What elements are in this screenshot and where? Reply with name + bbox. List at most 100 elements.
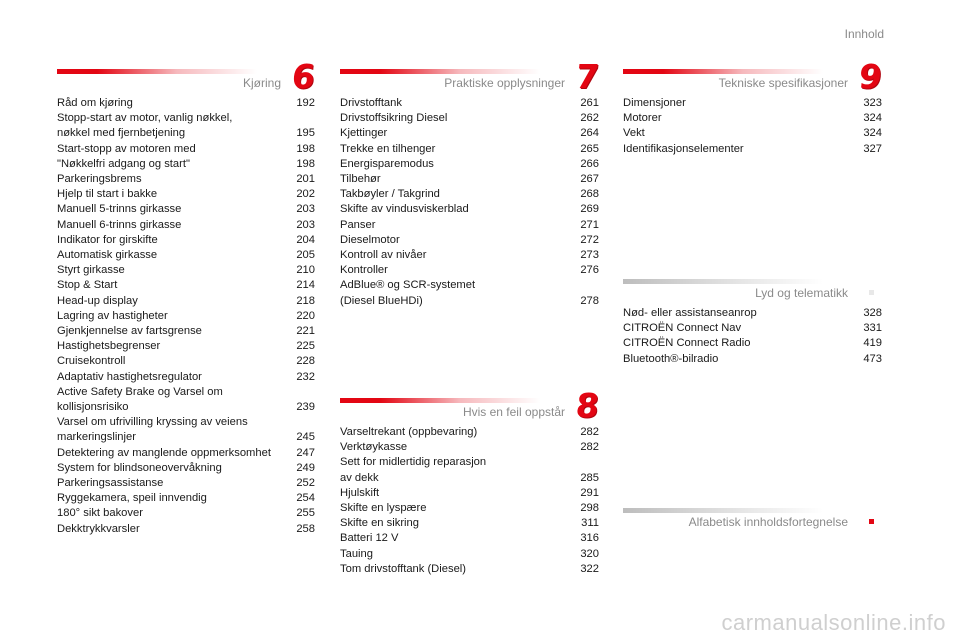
toc-entry-label: Stopp-start av motor, vanlig nøkkel, nøk… (57, 112, 233, 140)
toc-entry[interactable]: Kjettinger 264 (340, 126, 599, 141)
toc-entry[interactable]: Identifikasjonselementer 327 (623, 142, 882, 157)
toc-entry[interactable]: Varsel om ufrivilling kryssing av veiens… (57, 415, 315, 445)
toc-entry[interactable]: Start-stopp av motoren med 198 (57, 142, 315, 157)
toc-entry[interactable]: Kontroll av nivåer 273 (340, 248, 599, 263)
toc-entry-label: Active Safety Brake og Varsel om kollisj… (57, 385, 223, 414)
toc-entry-page: 473 (863, 352, 882, 365)
toc-entry[interactable]: Energisparemodus 266 (340, 157, 599, 172)
toc-entry[interactable]: Råd om kjøring 192 (57, 96, 315, 111)
toc-entry[interactable]: Dimensjoner 323 (623, 96, 882, 111)
toc-entry[interactable]: Hastighetsbegrenser 225 (57, 339, 315, 354)
toc-entry-label: Energisparemodus (340, 157, 434, 170)
toc-entry-page: 311 (581, 517, 599, 530)
section-title[interactable]: Lyd og telematikk (755, 286, 848, 300)
toc-entry-label: Adaptativ hastighetsregulator (57, 370, 202, 383)
toc-entry[interactable]: Vekt 324 (623, 126, 882, 141)
toc-entry[interactable]: Cruisekontroll 228 (57, 354, 315, 369)
toc-entry[interactable]: Hjulskift 291 (340, 486, 599, 501)
toc-entry-page: 282 (580, 441, 599, 454)
toc-entry[interactable]: Styrt girkasse 210 (57, 263, 315, 278)
section-accent-bar (623, 69, 823, 74)
toc-entry-page: 282 (580, 426, 599, 438)
toc-entry-label: Panser (340, 218, 376, 231)
toc-entry-label: Start-stopp av motoren med (57, 142, 196, 155)
watermark: carmanualsonline.info (721, 610, 946, 635)
toc-entry-label: Indikator for girskifte (57, 233, 158, 246)
toc-entry[interactable]: CITROËN Connect Radio 419 (623, 336, 882, 351)
toc-entry-label: Kjettinger (340, 127, 388, 140)
toc-entry[interactable]: Sett for midlertidig reparasjon av dekk 2… (340, 455, 599, 485)
section-title[interactable]: Tekniske spesifikasjoner (718, 76, 848, 90)
toc-entry-label: Skifte av vindusviskerblad (340, 203, 469, 216)
toc-entry[interactable]: CITROËN Connect Nav 331 (623, 321, 882, 336)
toc-list: Varseltrekant (oppbevaring) 282 Verktøykas… (340, 425, 599, 577)
toc-entry[interactable]: Skifte en sikring 311 (340, 516, 599, 531)
toc-entry[interactable]: Dekktrykkvarsler 258 (57, 522, 315, 537)
toc-entry[interactable]: Drivstofftank 261 (340, 96, 599, 111)
toc-entry[interactable]: Dieselmotor 272 (340, 233, 599, 248)
toc-entry[interactable]: Drivstoffsikring Diesel 262 (340, 111, 599, 126)
toc-entry-page: 272 (580, 233, 599, 246)
toc-entry[interactable]: Automatisk girkasse 205 (57, 248, 315, 263)
toc-entry[interactable]: Manuell 6-trinns girkasse 203 (57, 218, 315, 233)
toc-entry[interactable]: Gjenkjennelse av fartsgrense 221 (57, 324, 315, 339)
section-title[interactable]: Kjøring (242, 76, 281, 90)
section-alfabetisk: Alfabetisk innholdsfortegnelse (623, 505, 882, 535)
toc-entry[interactable]: Detektering av manglende oppmerksomhet 24… (57, 446, 315, 461)
toc-entry[interactable]: Verktøykasse 282 (340, 440, 599, 455)
toc-entry[interactable]: Lagring av hastigheter 220 (57, 309, 315, 324)
toc-entry[interactable]: Skifte en lyspære 298 (340, 501, 599, 516)
section-number: 9 (856, 57, 885, 96)
toc-entry[interactable]: Parkeringsassistanse 252 (57, 476, 315, 491)
toc-entry[interactable]: Tilbehør 267 (340, 172, 599, 187)
toc-entry[interactable]: Trekke en tilhenger 265 (340, 142, 599, 157)
toc-entry[interactable]: Nød- eller assistanseanrop 328 (623, 306, 882, 321)
toc-entry-label: Vekt (623, 127, 645, 140)
section-title[interactable]: Alfabetisk innholdsfortegnelse (688, 515, 848, 529)
section-title[interactable]: Hvis en feil oppstår (462, 405, 565, 419)
toc-entry[interactable]: Head-up display 218 (57, 294, 315, 309)
toc-entry[interactable]: Kontroller 276 (340, 263, 599, 278)
toc-entry[interactable]: Indikator for girskifte 204 (57, 233, 315, 248)
toc-entry-label: Parkeringsbrems (57, 173, 142, 186)
toc-entry-label: Stop & Start (57, 279, 118, 292)
toc-entry[interactable]: Ryggekamera, speil innvendig 254 (57, 491, 315, 506)
section-title[interactable]: Praktiske opplysninger (444, 76, 565, 90)
toc-entry[interactable]: Parkeringsbrems 201 (57, 172, 315, 187)
toc-entry[interactable]: Active Safety Brake og Varsel om kollisj… (57, 385, 315, 415)
toc-entry[interactable]: Tauing 320 (340, 547, 599, 562)
toc-entry[interactable]: Batteri 12 V 316 (340, 531, 599, 546)
top-link-innhold[interactable]: Innhold (844, 27, 884, 41)
toc-entry[interactable]: System for blindsoneovervåkning 249 (57, 461, 315, 476)
toc-entry-page: 220 (296, 309, 315, 322)
toc-entry[interactable]: Hjelp til start i bakke 202 (57, 187, 315, 202)
toc-entry[interactable]: Varseltrekant (oppbevaring) 282 (340, 425, 599, 440)
toc-entry-page: 323 (863, 97, 882, 109)
toc-entry-page: 322 (580, 562, 599, 575)
toc-entry[interactable]: Motorer 324 (623, 111, 882, 126)
section-hvis-feil: Hvis en feil oppstår 8 Varseltrekant (op… (340, 386, 601, 577)
toc-entry-label: CITROËN Connect Nav (623, 322, 742, 335)
toc-entry[interactable]: 180° sikt bakover 255 (57, 506, 315, 521)
toc-entry[interactable]: Manuell 5-trinns girkasse 203 (57, 202, 315, 217)
toc-entry[interactable]: Adaptativ hastighetsregulator 232 (57, 370, 315, 385)
toc-entry-page: 265 (580, 142, 599, 155)
toc-entry-label: Skifte en lyspære (340, 502, 427, 515)
toc-entry[interactable]: Takbøyler / Takgrind 268 (340, 187, 599, 202)
toc-entry[interactable]: AdBlue® og SCR-systemet (Diesel BlueHDi)… (340, 278, 599, 308)
toc-entry-page: 262 (580, 112, 599, 125)
toc-entry-label: Ryggekamera, speil innvendig (57, 492, 207, 505)
toc-entry[interactable]: "Nøkkelfri adgang og start" 198 (57, 157, 315, 172)
toc-entry-label: System for blindsoneovervåkning (57, 461, 222, 474)
toc-entry[interactable]: Skifte av vindusviskerblad 269 (340, 202, 599, 217)
toc-entry[interactable]: Bluetooth®-bilradio 473 (623, 352, 882, 367)
toc-entry[interactable]: Panser 271 (340, 218, 599, 233)
toc-entry[interactable]: Tom drivstofftank (Diesel) 322 (340, 562, 599, 577)
section-header: Lyd og telematikk (623, 276, 882, 306)
toc-entry-page: 327 (863, 142, 882, 155)
toc-entry-page: 203 (296, 203, 315, 216)
toc-entry-label: 180° sikt bakover (57, 507, 143, 520)
toc-entry[interactable]: Stop & Start 214 (57, 278, 315, 293)
section-kjoring: Kjøring 6 Råd om kjøring 192 Stopp-start a… (57, 57, 317, 537)
toc-entry[interactable]: Stopp-start av motor, vanlig nøkkel, nøk… (57, 111, 315, 141)
